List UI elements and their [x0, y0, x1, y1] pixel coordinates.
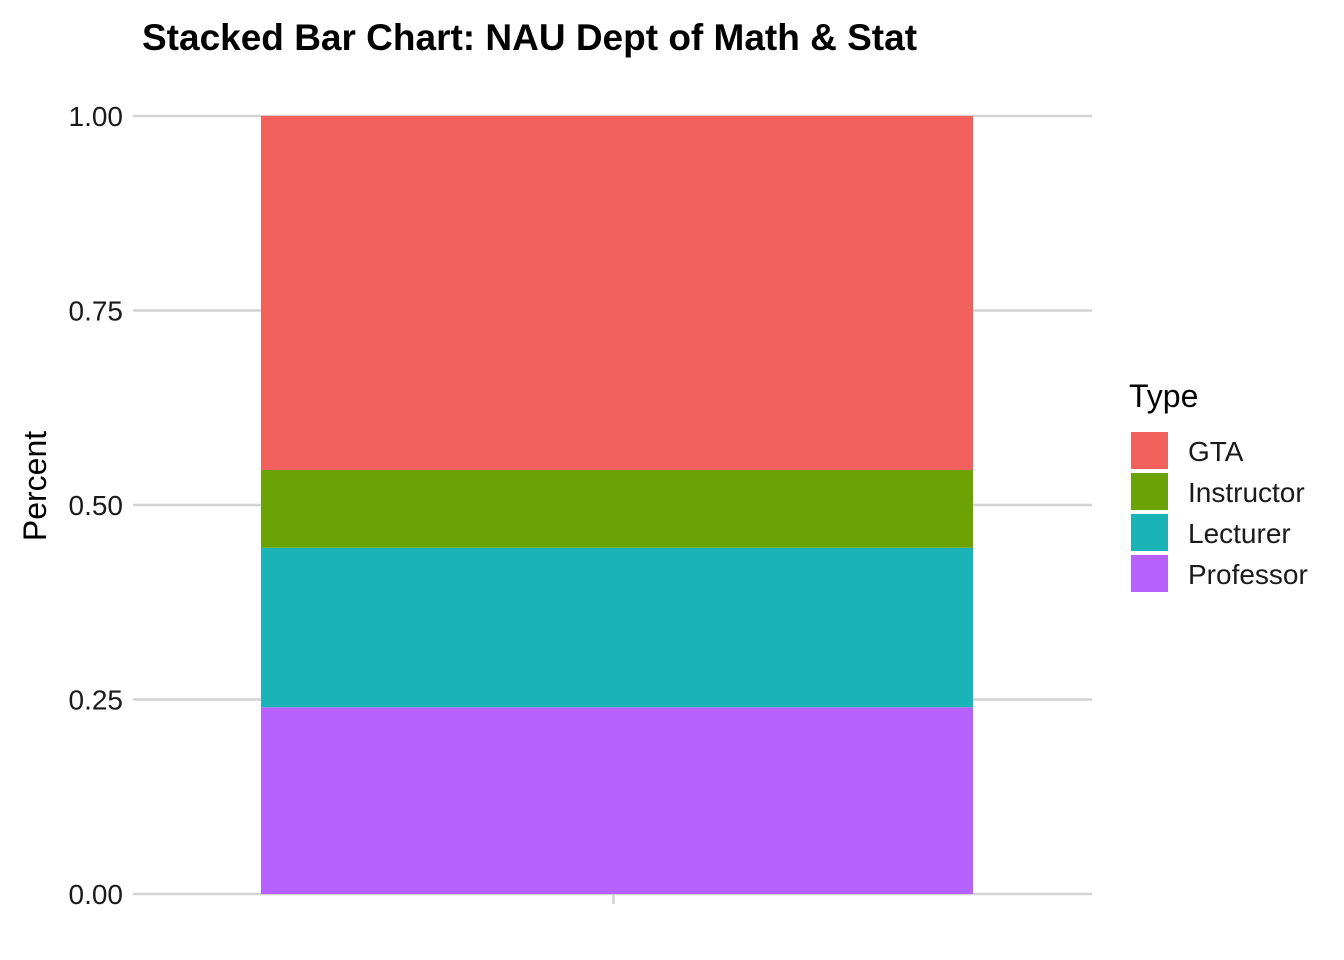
legend: Type GTA Instructor Lecturer Professor: [1129, 378, 1308, 592]
chart-title: Stacked Bar Chart: NAU Dept of Math & St…: [142, 17, 917, 58]
legend-swatch-professor: [1131, 555, 1168, 592]
legend-label-professor: Professor: [1188, 559, 1308, 590]
y-tick-label-1: 0.25: [69, 685, 124, 716]
y-tick-label-0: 0.00: [69, 879, 124, 910]
legend-label-lecturer: Lecturer: [1188, 518, 1291, 549]
legend-title: Type: [1129, 378, 1198, 414]
bar-segment-professor: [261, 707, 973, 894]
bar-segment-instructor: [261, 469, 973, 548]
y-tick-label-3: 0.75: [69, 296, 124, 327]
legend-swatch-lecturer: [1131, 514, 1168, 551]
y-axis-title: Percent: [17, 431, 53, 541]
bar-segment-lecturer: [261, 547, 973, 708]
y-tick-labels: 0.00 0.25 0.50 0.75 1.00: [69, 101, 124, 910]
legend-label-gta: GTA: [1188, 436, 1244, 467]
bar-segments: [261, 116, 973, 894]
legend-swatch-instructor: [1131, 473, 1168, 510]
y-tick-label-4: 1.00: [69, 101, 124, 132]
bar-segment-gta: [261, 116, 973, 470]
legend-label-instructor: Instructor: [1188, 477, 1305, 508]
y-tick-label-2: 0.50: [69, 490, 124, 521]
legend-swatch-gta: [1131, 432, 1168, 469]
